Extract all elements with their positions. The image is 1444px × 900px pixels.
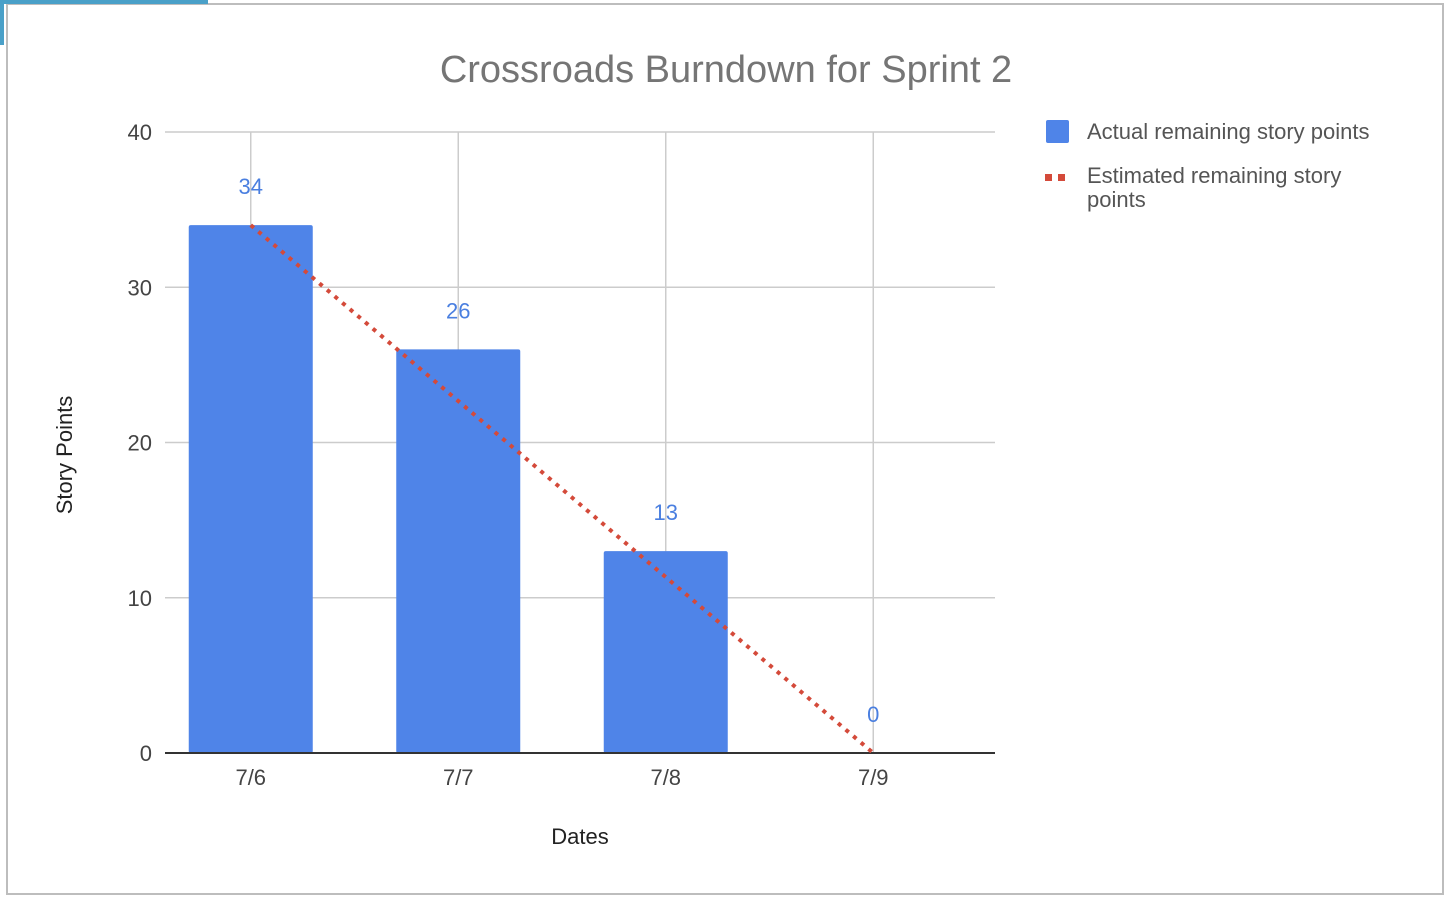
y-axis-title: Story Points (52, 396, 77, 515)
legend-dot-0 (1045, 174, 1052, 181)
x-tick-1: 7/7 (443, 765, 474, 790)
x-axis-title: Dates (551, 824, 608, 849)
line-series (249, 223, 875, 755)
legend: Actual remaining story points Estimated … (1045, 119, 1369, 212)
chart-title: Crossroads Burndown for Sprint 2 (440, 49, 1012, 91)
data-label-2: 13 (654, 500, 678, 525)
bar-7-7 (396, 349, 521, 753)
estimated-line (249, 223, 875, 755)
data-label-3: 0 (867, 702, 879, 727)
legend-label-estimated-line1: Estimated remaining story (1087, 163, 1341, 188)
data-labels: 34 26 13 0 (239, 174, 880, 727)
legend-dot-1 (1058, 174, 1065, 181)
y-tick-20: 20 (128, 431, 152, 456)
y-tick-30: 30 (128, 275, 152, 300)
legend-label-estimated-line2: points (1087, 187, 1146, 212)
data-label-0: 34 (239, 174, 263, 199)
chart-border (6, 3, 1444, 895)
legend-label-estimated: Estimated remaining story points (1087, 163, 1347, 212)
x-tick-0: 7/6 (235, 765, 266, 790)
x-tick-2: 7/8 (650, 765, 681, 790)
x-tick-labels: 7/6 7/7 7/8 7/9 (235, 765, 888, 790)
legend-label-actual: Actual remaining story points (1087, 119, 1369, 144)
y-tick-labels: 0 10 20 30 40 (128, 120, 152, 766)
y-tick-10: 10 (128, 586, 152, 611)
y-tick-40: 40 (128, 120, 152, 145)
bar-series (188, 225, 728, 753)
data-label-1: 26 (446, 298, 470, 323)
legend-swatch-actual (1046, 120, 1069, 143)
y-tick-0: 0 (140, 741, 152, 766)
bar-7-6 (188, 225, 313, 753)
bar-7-8 (603, 551, 728, 753)
legend-swatch-estimated (1045, 174, 1065, 181)
x-tick-3: 7/9 (858, 765, 889, 790)
